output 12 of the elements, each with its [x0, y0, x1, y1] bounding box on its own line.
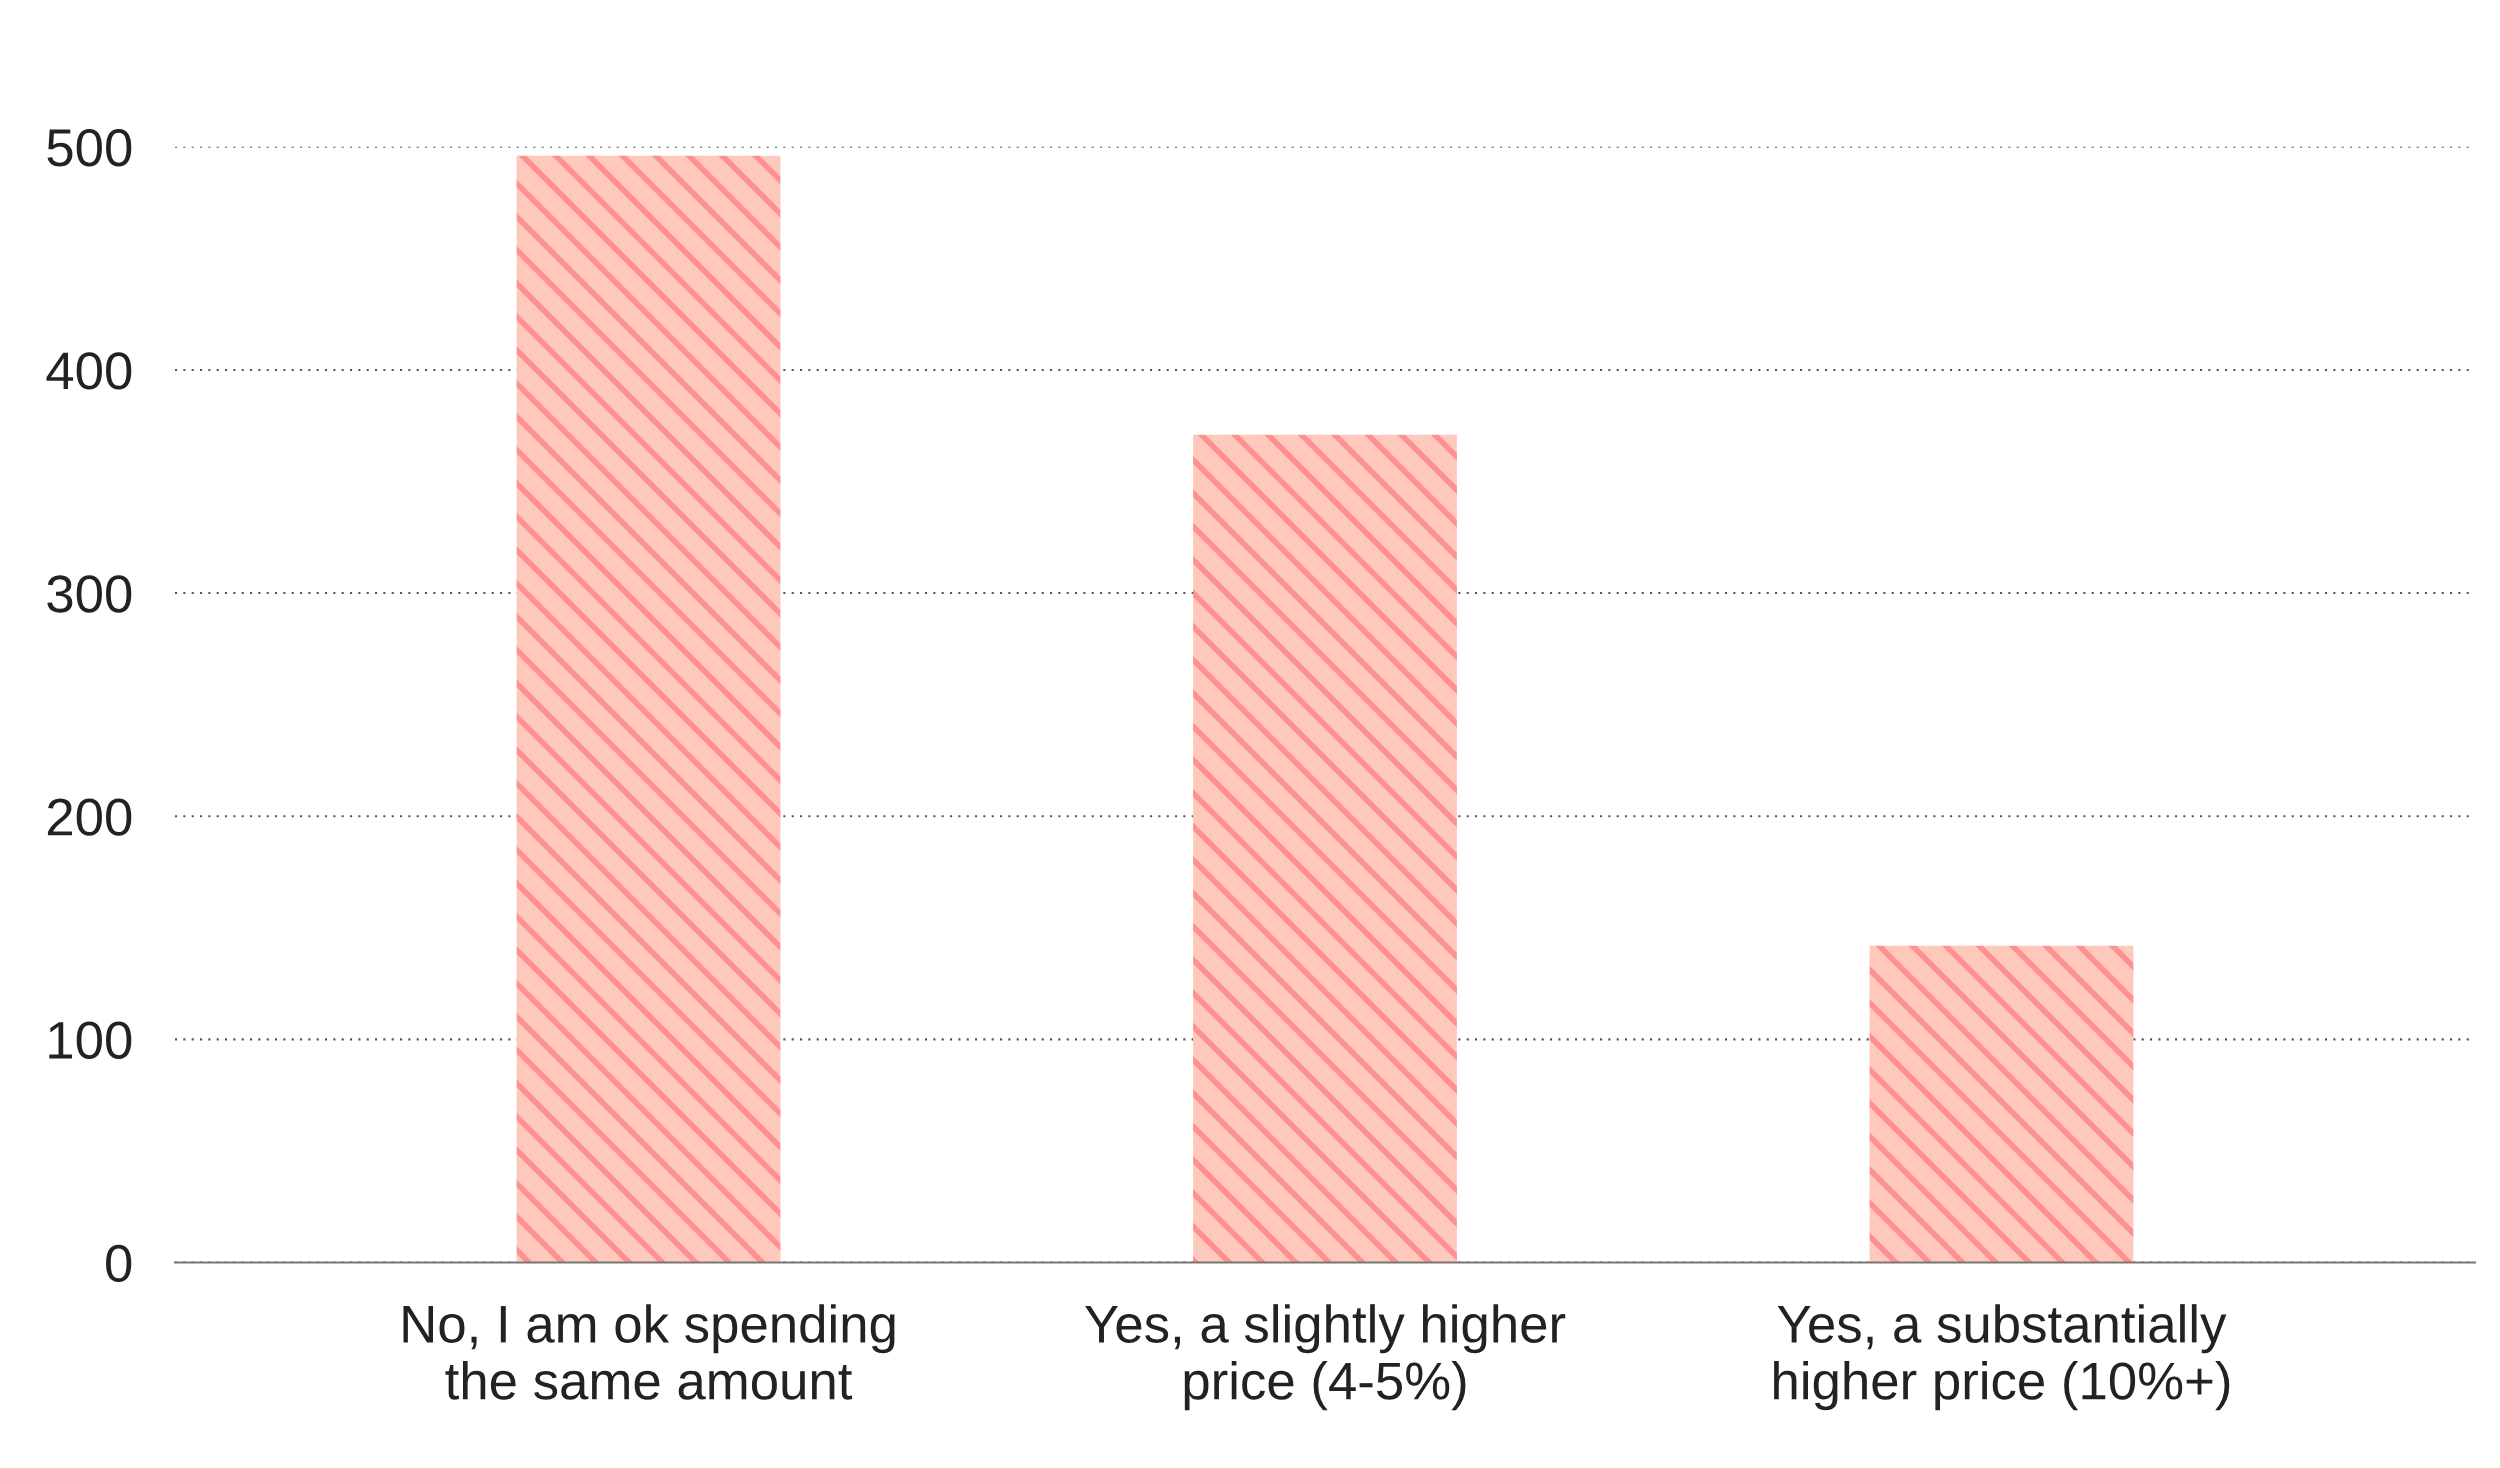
- y-tick-label: 400: [46, 352, 132, 390]
- y-tick-label: 300: [47, 575, 132, 613]
- x-tick-label: No, I am ok spending the same amount: [403, 1304, 895, 1400]
- bar: [1193, 434, 1457, 1263]
- x-tick-label: Yes, a substantially higher price (10%+): [1774, 1304, 2230, 1411]
- y-tick-label: 200: [47, 798, 132, 836]
- bar: [1869, 945, 2134, 1263]
- x-tick-label: Yes, a slightly higher price (4-5%): [1085, 1304, 1566, 1411]
- y-tick-label: 500: [47, 129, 132, 167]
- y-tick-label: 100: [49, 1021, 132, 1059]
- bar: [516, 155, 781, 1263]
- y-tick-label: 0: [106, 1244, 132, 1283]
